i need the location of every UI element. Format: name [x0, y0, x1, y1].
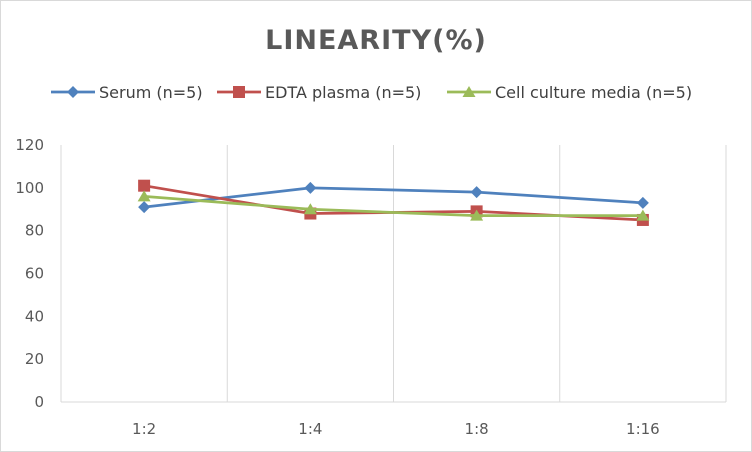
y-tick-label: 100 [15, 179, 44, 197]
legend-item: EDTA plasma (n=5) [217, 83, 421, 102]
data-point [137, 190, 151, 202]
y-tick-label: 40 [25, 307, 44, 325]
y-tick-label: 80 [25, 222, 44, 240]
data-point [470, 209, 484, 221]
y-tick-label: 0 [34, 393, 44, 411]
grid [60, 145, 727, 403]
data-point [138, 201, 151, 214]
data-point [304, 181, 317, 194]
x-tick-label: 1:2 [132, 420, 156, 438]
legend-item: Serum (n=5) [51, 83, 203, 102]
data-point [470, 186, 483, 199]
legend-label: Serum (n=5) [99, 83, 203, 102]
legend: Serum (n=5) EDTA plasma (n=5) Cell culture… [51, 83, 692, 102]
x-tick-label: 1:16 [626, 420, 660, 438]
y-axis: 0 20 40 60 80 100 120 [15, 136, 44, 411]
data-point [636, 209, 650, 221]
x-tick-label: 1:4 [298, 420, 322, 438]
legend-marker [67, 86, 79, 98]
chart-title: LINEARITY(%) [265, 25, 487, 56]
series-layer [137, 179, 650, 226]
legend-label: Cell culture media (n=5) [495, 83, 692, 102]
data-point [303, 203, 317, 215]
series-line [143, 186, 643, 209]
legend-label: EDTA plasma (n=5) [265, 83, 421, 102]
series-cell-culture-media [137, 190, 650, 221]
x-axis: 1:2 1:4 1:8 1:16 [132, 420, 660, 438]
data-point [636, 196, 649, 209]
series-line [144, 195, 643, 218]
series-serum [138, 181, 649, 214]
x-tick-label: 1:8 [465, 420, 489, 438]
y-tick-label: 20 [25, 350, 44, 368]
data-point [138, 179, 151, 192]
legend-item: Cell culture media (n=5) [447, 83, 692, 102]
y-tick-label: 60 [25, 265, 44, 283]
legend-marker [462, 86, 476, 97]
legend-marker [233, 86, 245, 98]
y-tick-label: 120 [15, 136, 44, 154]
